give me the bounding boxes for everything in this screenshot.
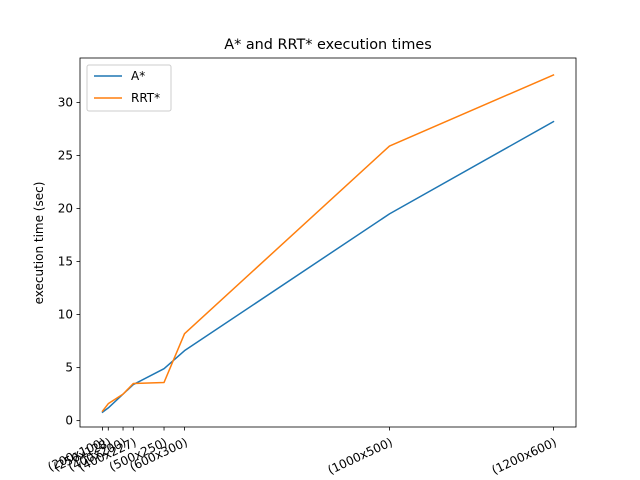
legend: A* RRT* — [86, 64, 172, 112]
y-tick-label: 5 — [65, 361, 73, 375]
y-tick-label: 15 — [58, 255, 73, 269]
y-tick-label: 30 — [58, 96, 73, 110]
y-tick-label: 20 — [58, 202, 73, 216]
y-tick-label: 10 — [58, 308, 73, 322]
series-layer — [101, 73, 555, 414]
legend-label: RRT* — [131, 91, 160, 105]
chart-title: A* and RRT* execution times — [224, 37, 431, 53]
y-tick-label: 0 — [65, 414, 73, 428]
series-line — [101, 120, 555, 414]
y-axis: 0 5 10 15 20 25 30 — [58, 96, 80, 428]
series-line — [101, 73, 555, 413]
y-tick-label: 25 — [58, 149, 73, 163]
legend-label: A* — [131, 69, 145, 83]
plot-frame — [79, 57, 577, 428]
y-axis-label: execution time (sec) — [32, 182, 46, 305]
